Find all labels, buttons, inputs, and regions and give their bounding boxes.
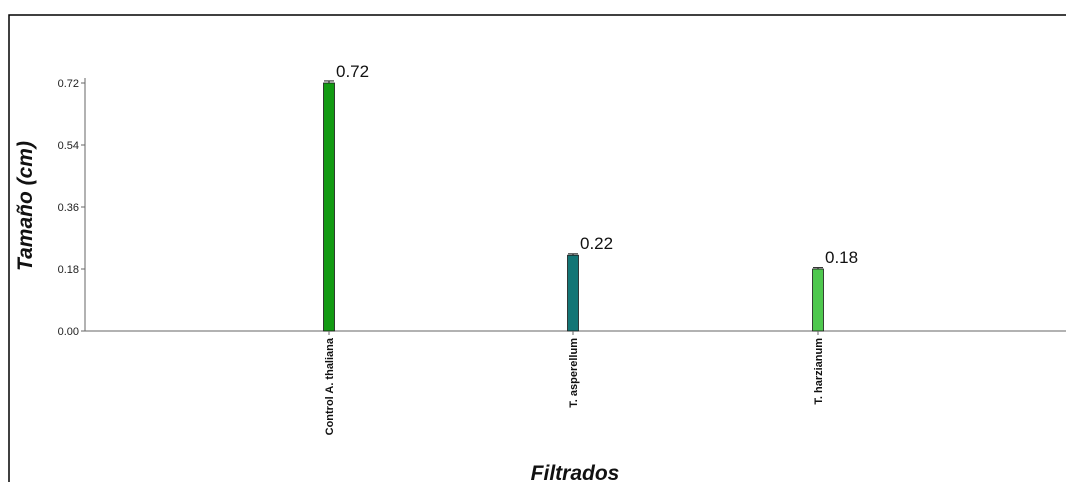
data-label: 0.72 — [336, 62, 369, 81]
y-axis-title: Tamaño (cm) — [14, 141, 37, 271]
y-tick-label: 0.18 — [58, 264, 79, 276]
data-label: 0.22 — [580, 234, 613, 253]
chart-border — [8, 14, 1066, 482]
y-tick-label: 0.54 — [58, 140, 79, 152]
bar — [812, 268, 824, 332]
x-axis-title: Filtrados — [531, 462, 620, 483]
bars-group: 0.72 0.22 0.18 — [323, 62, 858, 332]
y-tick-label: 0.00 — [58, 326, 79, 338]
category-labels: Control A. thaliana T. asperellum T. harzi… — [324, 331, 825, 435]
y-tick-label: 0.72 — [58, 78, 79, 90]
bar — [323, 82, 335, 332]
category-label: T. harzianum — [813, 338, 825, 405]
category-label: T. asperellum — [568, 338, 580, 408]
y-ticks: 0.00 0.18 0.36 0.54 0.72 — [58, 78, 85, 338]
y-tick-label: 0.36 — [58, 202, 79, 214]
bar — [567, 254, 579, 332]
category-label: Control A. thaliana — [324, 337, 336, 435]
data-label: 0.18 — [825, 248, 858, 267]
